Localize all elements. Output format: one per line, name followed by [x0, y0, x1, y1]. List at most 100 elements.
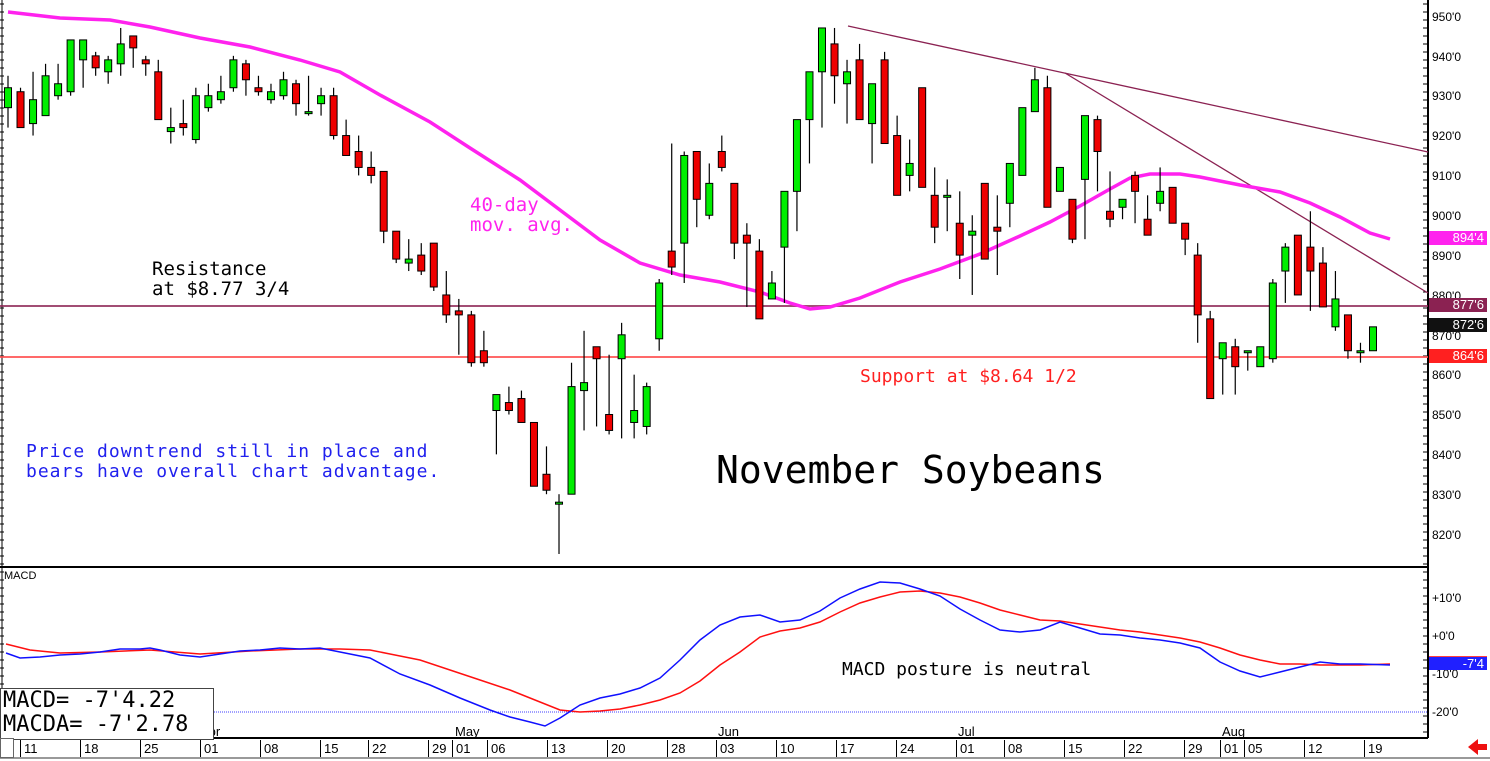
candle [91, 55, 100, 69]
y-tick-label: 910'0 [1432, 169, 1461, 183]
y-tick-label: 860'0 [1432, 368, 1461, 382]
candle [805, 71, 814, 121]
candle [955, 222, 964, 256]
candle [943, 194, 952, 198]
candle [354, 150, 363, 168]
candle [630, 410, 639, 423]
candle [4, 87, 12, 109]
candle [129, 35, 138, 49]
candle [717, 150, 726, 168]
x-tick-label: 01 [200, 740, 218, 757]
chart-title: November Soybeans [716, 448, 1105, 492]
scroll-left-arrow-tail[interactable] [1477, 744, 1487, 750]
candle [204, 95, 213, 109]
y-tick-label: 870'0 [1432, 329, 1461, 343]
candle [154, 71, 163, 121]
candle [1306, 246, 1315, 272]
trendline-upper [847, 25, 1429, 153]
x-tick-label: 22 [1124, 740, 1142, 757]
candle [1293, 234, 1302, 296]
candle [1118, 198, 1127, 208]
candle [868, 83, 877, 125]
candle [617, 334, 626, 360]
candle [1143, 218, 1152, 236]
candle [404, 258, 413, 264]
candle [742, 234, 751, 244]
candle [304, 111, 313, 115]
scroll-left-arrow-icon[interactable] [1468, 739, 1478, 755]
x-tick-label: 12 [1304, 740, 1322, 757]
candle [279, 79, 288, 97]
candle [1043, 87, 1052, 208]
x-tick-label: 01 [1220, 740, 1238, 757]
month-label: Jun [718, 724, 739, 739]
candle [1281, 246, 1290, 272]
y-tick-label: +10'0 [1432, 591, 1462, 605]
y-tick-label: -10'0 [1432, 667, 1459, 681]
candle [492, 394, 501, 412]
candle [905, 162, 914, 176]
macd-line [5, 581, 1391, 727]
candle [1156, 190, 1165, 204]
candle [16, 91, 25, 129]
candle [817, 27, 826, 73]
x-tick-label: 25 [140, 740, 158, 757]
macd-value-tag: -7'4 [1429, 656, 1487, 671]
candle [1218, 342, 1227, 360]
candle [567, 386, 576, 495]
candle [1080, 115, 1089, 180]
candle [542, 473, 551, 491]
candle [1369, 326, 1377, 352]
x-tick-label: 28 [667, 740, 685, 757]
candle [454, 310, 463, 316]
candle [980, 182, 989, 260]
candle [504, 402, 513, 412]
candle [116, 43, 125, 65]
candle [229, 59, 238, 89]
candle [429, 242, 438, 288]
candle [1256, 346, 1265, 368]
trendline-lower [1064, 72, 1429, 294]
x-tick-label: 19 [1364, 740, 1382, 757]
candle [1068, 198, 1077, 240]
resistance-price-tag: 877'6 [1429, 298, 1487, 312]
candle [730, 182, 739, 244]
macd-note: MACD posture is neutral [842, 659, 1092, 680]
x-tick-label: 11 [20, 740, 38, 757]
candle [54, 83, 63, 97]
y-tick-label: -20'0 [1432, 705, 1459, 719]
candle [392, 230, 401, 260]
candle [254, 87, 263, 93]
candle [1193, 254, 1202, 316]
y-tick-label: +0'0 [1432, 629, 1455, 643]
resistance-label: Resistance at $8.77 3/4 [152, 258, 290, 300]
candle [417, 254, 426, 272]
candle [1181, 222, 1190, 240]
candle [442, 294, 451, 316]
candle [317, 95, 326, 105]
x-tick-label: 17 [836, 740, 854, 757]
candle [1231, 346, 1240, 368]
candle [342, 135, 351, 156]
candle [1093, 119, 1102, 152]
month-label: Jul [958, 724, 975, 739]
x-tick-label: 06 [487, 740, 505, 757]
candle [292, 83, 301, 105]
last-price-tag: 872'6 [1429, 318, 1487, 332]
support-label: Support at $8.64 1/2 [860, 366, 1077, 387]
support-price-tag: 864'6 [1429, 349, 1487, 363]
candle [266, 91, 275, 101]
y-tick-label: 950'0 [1432, 10, 1461, 24]
month-label: May [455, 724, 480, 739]
candle [467, 314, 476, 364]
candle [1243, 350, 1252, 354]
candle [367, 166, 376, 176]
candle [166, 127, 175, 133]
y-tick-label: 940'0 [1432, 50, 1461, 64]
candle [767, 282, 776, 300]
candle [1168, 186, 1177, 224]
candle [667, 250, 676, 268]
candle [529, 421, 538, 487]
candle [792, 119, 801, 192]
